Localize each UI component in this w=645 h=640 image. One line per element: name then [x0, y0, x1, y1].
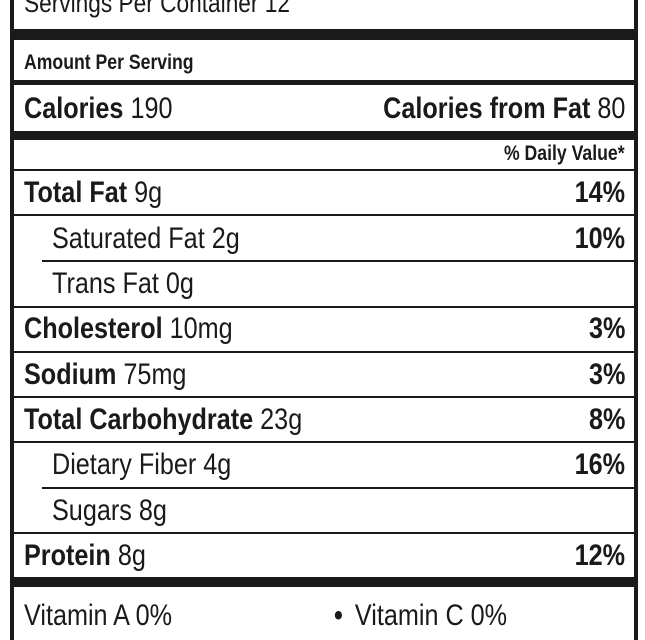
nutrient-dv: 3%: [588, 312, 625, 345]
vitamin-value: 0%: [470, 599, 508, 632]
divider: [14, 396, 634, 398]
nutrient-row-dietary-fiber: Dietary Fiber 4g: [52, 450, 231, 480]
nutrient-dv: 3%: [588, 358, 625, 391]
nutrient-row-cholesterol: Cholesterol 10mg: [24, 314, 233, 344]
nutrient-row-total-fat: Total Fat 9g: [24, 178, 162, 208]
divider: [14, 532, 634, 534]
vitamin-value: 0%: [135, 599, 173, 632]
nutrient-row-saturated-fat: Saturated Fat 2g: [52, 224, 240, 254]
nutrient-row-trans-fat: Trans Fat 0g: [52, 269, 194, 299]
nutrient-dv: 8%: [588, 403, 625, 436]
nutrient-amount: 75mg: [123, 358, 187, 391]
calories-label: Calories: [24, 92, 124, 125]
divider: [14, 441, 634, 443]
nutrient-label: Total Fat: [24, 176, 128, 209]
daily-value-header: % Daily Value*: [504, 142, 625, 165]
nutrient-label: Trans Fat: [52, 267, 159, 300]
nutrient-amount: 4g: [203, 448, 232, 481]
servings-label: Servings Per Container: [24, 0, 259, 18]
vitamin-label: Vitamin C: [354, 599, 464, 632]
divider: [42, 487, 634, 489]
nutrient-amount: 9g: [134, 176, 163, 209]
nutrient-amount: 0g: [165, 267, 194, 300]
calories-from-fat: Calories from Fat 80: [383, 94, 625, 124]
calories-from-fat-value: 80: [596, 92, 625, 125]
nutrient-row-total-carbohydrate: Total Carbohydrate 23g: [24, 405, 302, 435]
nutrient-row-protein: Protein 8g: [24, 541, 146, 571]
divider: [14, 306, 634, 308]
calories-row: Calories 190: [24, 94, 173, 124]
nutrient-dv: 16%: [574, 448, 625, 481]
nutrient-amount: 10mg: [169, 312, 233, 345]
calories-from-fat-label: Calories from Fat: [382, 92, 590, 125]
servings-row: Servings Per Container 12: [24, 0, 290, 17]
amount-per-serving: Amount Per Serving: [24, 51, 194, 74]
nutrient-dv: 14%: [574, 176, 625, 209]
vitamin-a: Vitamin A 0%: [24, 601, 172, 631]
thick-divider-calories: [14, 131, 634, 140]
nutrient-label: Sugars: [52, 494, 132, 527]
nutrient-amount: 2g: [211, 222, 240, 255]
nutrient-row-sugars: Sugars 8g: [52, 496, 167, 526]
nutrient-label: Cholesterol: [24, 312, 163, 345]
nutrient-amount: 23g: [260, 403, 303, 436]
nutrient-amount: 8g: [138, 494, 167, 527]
nutrient-dv: 12%: [574, 539, 625, 572]
nutrient-row-sodium: Sodium 75mg: [24, 360, 186, 390]
calories-value: 190: [130, 92, 173, 125]
servings-value: 12: [264, 0, 291, 18]
nutrient-label: Sodium: [24, 358, 117, 391]
vitamin-label: Vitamin A: [24, 599, 129, 632]
nutrient-dv: 10%: [574, 222, 625, 255]
medium-divider: [14, 80, 634, 85]
divider: [14, 214, 634, 216]
nutrient-label: Saturated Fat: [52, 222, 205, 255]
nutrient-amount: 8g: [117, 539, 146, 572]
vitamin-c: • Vitamin C 0%: [334, 601, 507, 631]
label-border-right: [634, 0, 638, 640]
nutrient-label: Dietary Fiber: [52, 448, 197, 481]
thick-divider-vitamins: [14, 577, 634, 587]
divider: [14, 351, 634, 353]
bullet-icon: •: [334, 599, 343, 632]
nutrient-label: Total Carbohydrate: [24, 403, 254, 436]
label-border-left: [10, 0, 14, 640]
divider: [14, 169, 634, 171]
thick-divider-top: [14, 29, 634, 40]
nutrient-label: Protein: [24, 539, 111, 572]
divider: [42, 260, 634, 262]
